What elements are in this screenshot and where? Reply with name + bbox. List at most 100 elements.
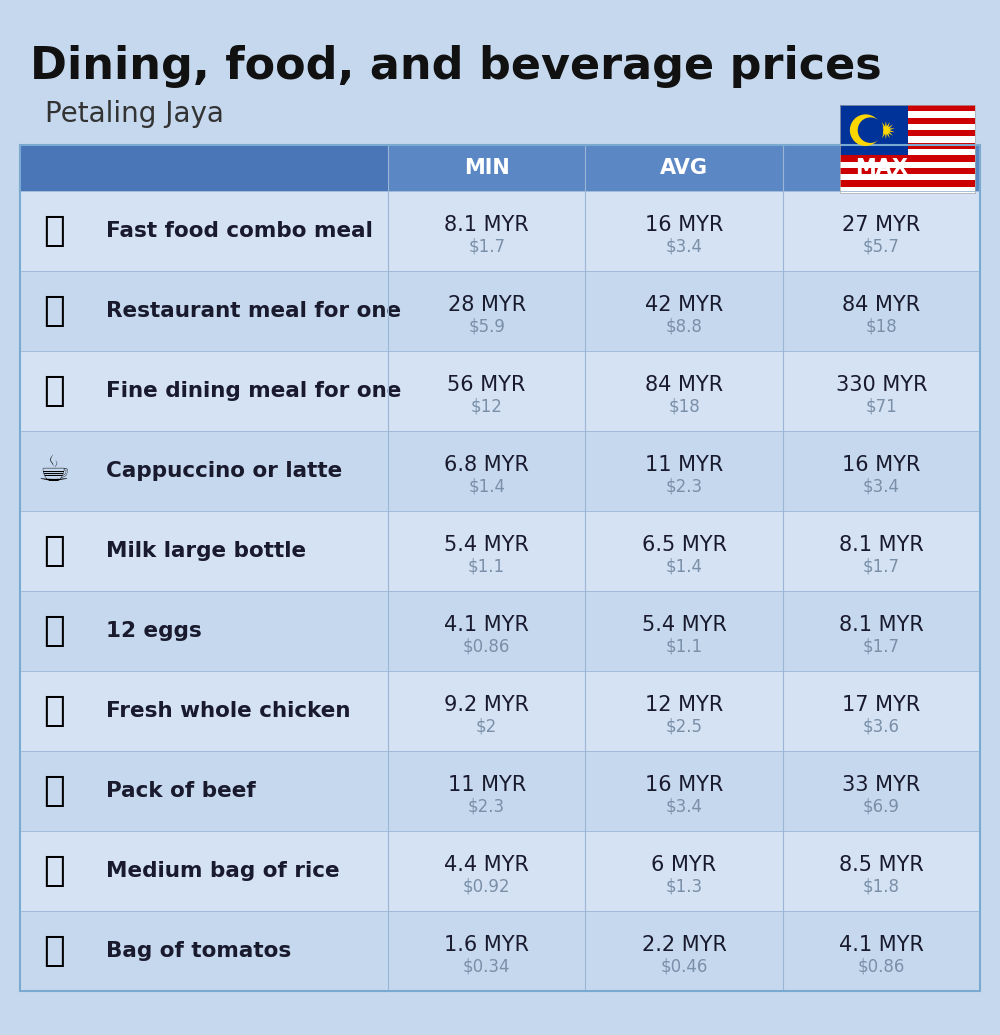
Text: 84 MYR: 84 MYR: [842, 295, 920, 315]
Text: Fine dining meal for one: Fine dining meal for one: [106, 381, 401, 401]
Bar: [20, 431, 980, 511]
Text: 16 MYR: 16 MYR: [645, 214, 723, 235]
Text: 6.5 MYR: 6.5 MYR: [642, 535, 726, 555]
Bar: [20, 145, 388, 191]
Text: 11 MYR: 11 MYR: [645, 454, 723, 475]
Bar: [20, 751, 980, 831]
Bar: [20, 831, 980, 911]
Text: 16 MYR: 16 MYR: [842, 454, 921, 475]
Text: $18: $18: [668, 398, 700, 416]
Text: 🍅: 🍅: [43, 934, 65, 968]
Bar: [840, 118, 975, 124]
Text: $71: $71: [865, 398, 897, 416]
Text: $0.46: $0.46: [660, 958, 708, 976]
Text: MAX: MAX: [855, 158, 908, 178]
Text: $3.4: $3.4: [863, 478, 900, 496]
Text: $3.4: $3.4: [666, 798, 702, 816]
Bar: [20, 591, 980, 671]
Text: 84 MYR: 84 MYR: [645, 375, 723, 394]
Text: MIN: MIN: [464, 158, 510, 178]
Text: 6 MYR: 6 MYR: [651, 855, 717, 875]
Text: $1.7: $1.7: [468, 238, 505, 256]
Text: 1.6 MYR: 1.6 MYR: [444, 935, 529, 954]
Bar: [20, 911, 980, 990]
Text: $18: $18: [865, 318, 897, 336]
Text: 4.1 MYR: 4.1 MYR: [839, 935, 924, 954]
Text: 🥛: 🥛: [43, 534, 65, 568]
Text: $0.86: $0.86: [463, 638, 510, 656]
Text: 330 MYR: 330 MYR: [836, 375, 927, 394]
Text: $2.3: $2.3: [665, 478, 703, 496]
Bar: [20, 145, 980, 191]
Text: 42 MYR: 42 MYR: [645, 295, 723, 315]
Text: $3.6: $3.6: [863, 718, 900, 736]
Text: 🍳: 🍳: [43, 294, 65, 328]
Text: 5.4 MYR: 5.4 MYR: [444, 535, 529, 555]
Text: $3.4: $3.4: [666, 238, 702, 256]
Text: Cappuccino or latte: Cappuccino or latte: [106, 461, 342, 481]
Polygon shape: [877, 121, 895, 139]
Text: Restaurant meal for one: Restaurant meal for one: [106, 301, 401, 321]
Text: 9.2 MYR: 9.2 MYR: [444, 694, 529, 714]
Bar: [840, 130, 975, 137]
Text: 8.1 MYR: 8.1 MYR: [839, 535, 924, 555]
Text: 8.1 MYR: 8.1 MYR: [839, 615, 924, 634]
Text: Petaling Jaya: Petaling Jaya: [45, 100, 224, 128]
Text: $1.7: $1.7: [863, 638, 900, 656]
Text: 56 MYR: 56 MYR: [447, 375, 526, 394]
Text: 17 MYR: 17 MYR: [842, 694, 920, 714]
Text: Fast food combo meal: Fast food combo meal: [106, 221, 373, 241]
Bar: [840, 105, 908, 155]
Text: $1.4: $1.4: [666, 558, 702, 576]
Text: 🥚: 🥚: [43, 614, 65, 648]
Text: 16 MYR: 16 MYR: [645, 774, 723, 795]
Bar: [840, 174, 975, 180]
Text: 🥩: 🥩: [43, 774, 65, 808]
Bar: [840, 105, 975, 193]
Text: $2.3: $2.3: [468, 798, 505, 816]
Text: 4.4 MYR: 4.4 MYR: [444, 855, 529, 875]
Bar: [840, 155, 975, 161]
Text: $1.1: $1.1: [665, 638, 703, 656]
Text: $12: $12: [471, 398, 503, 416]
Text: $0.86: $0.86: [858, 958, 905, 976]
Bar: [840, 161, 975, 168]
Bar: [20, 271, 980, 351]
Text: 12 eggs: 12 eggs: [106, 621, 202, 641]
Text: 8.5 MYR: 8.5 MYR: [839, 855, 924, 875]
Text: 🍔: 🍔: [43, 214, 65, 248]
Text: 8.1 MYR: 8.1 MYR: [444, 214, 529, 235]
Text: $1.4: $1.4: [468, 478, 505, 496]
Text: $8.8: $8.8: [666, 318, 702, 336]
Text: 27 MYR: 27 MYR: [842, 214, 920, 235]
Circle shape: [851, 115, 881, 145]
Text: 11 MYR: 11 MYR: [448, 774, 526, 795]
Text: $2: $2: [476, 718, 497, 736]
Text: $1.7: $1.7: [863, 558, 900, 576]
Bar: [840, 124, 975, 130]
Text: $2.5: $2.5: [666, 718, 702, 736]
Bar: [840, 112, 975, 118]
Text: $1.1: $1.1: [468, 558, 505, 576]
Text: 4.1 MYR: 4.1 MYR: [444, 615, 529, 634]
Bar: [20, 145, 980, 990]
Circle shape: [858, 118, 883, 142]
Text: $6.9: $6.9: [863, 798, 900, 816]
Text: 🐔: 🐔: [43, 694, 65, 728]
Text: AVG: AVG: [660, 158, 708, 178]
Text: Medium bag of rice: Medium bag of rice: [106, 861, 340, 881]
Bar: [20, 191, 980, 271]
Text: ☕: ☕: [38, 454, 70, 487]
Text: Dining, food, and beverage prices: Dining, food, and beverage prices: [30, 45, 882, 88]
Text: 5.4 MYR: 5.4 MYR: [642, 615, 726, 634]
Bar: [840, 143, 975, 149]
Bar: [840, 168, 975, 174]
Text: Fresh whole chicken: Fresh whole chicken: [106, 701, 351, 721]
Text: $0.34: $0.34: [463, 958, 510, 976]
Text: Bag of tomatos: Bag of tomatos: [106, 941, 291, 962]
Bar: [840, 180, 975, 186]
Text: 28 MYR: 28 MYR: [448, 295, 526, 315]
Text: 12 MYR: 12 MYR: [645, 694, 723, 714]
Text: 🍽: 🍽: [43, 374, 65, 408]
Text: $1.8: $1.8: [863, 878, 900, 896]
